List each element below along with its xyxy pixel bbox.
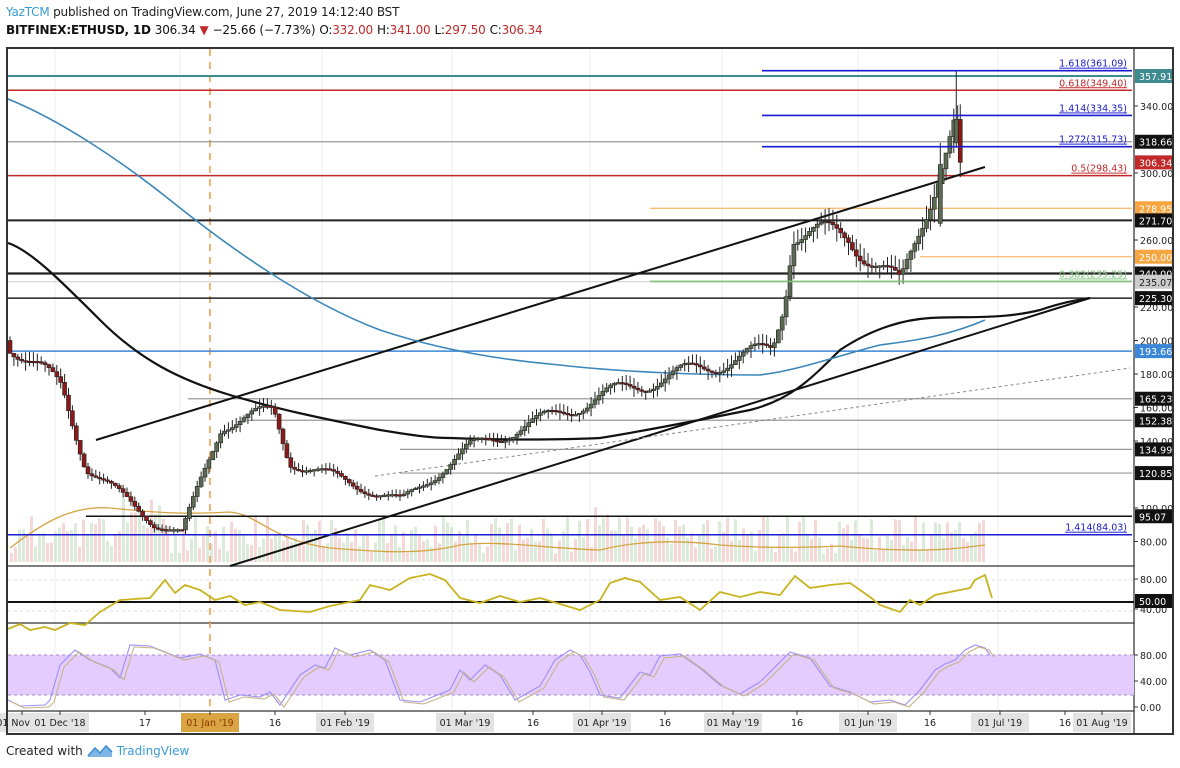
low-value: 297.50	[444, 23, 486, 37]
publish-info: YazTCM published on TradingView.com, Jun…	[6, 5, 399, 19]
svg-text:16: 16	[924, 718, 936, 729]
svg-text:50.00: 50.00	[1139, 597, 1166, 608]
svg-text:16: 16	[269, 718, 281, 729]
svg-text:01 May '19: 01 May '19	[707, 718, 759, 729]
svg-text:01 Aug '19: 01 Aug '19	[1076, 718, 1127, 729]
fib-levels: 1.618(361.09) 0.618(349.40) 1.414(334.35) 1…	[8, 59, 1132, 536]
horizontal-levels	[8, 49, 1172, 733]
rsi-pane	[7, 573, 1134, 631]
svg-text:120.85: 120.85	[1139, 469, 1172, 480]
svg-text:80.00: 80.00	[1140, 538, 1167, 549]
svg-text:357.91: 357.91	[1139, 72, 1172, 83]
svg-text:95.07: 95.07	[1139, 512, 1166, 523]
svg-text:134.99: 134.99	[1139, 445, 1172, 456]
svg-text:271.70: 271.70	[1139, 216, 1172, 227]
close-label: C:	[489, 23, 502, 37]
fib-level-label: 0.618(349.40)	[1059, 78, 1127, 89]
svg-text:278.95: 278.95	[1139, 204, 1172, 215]
svg-text:16: 16	[791, 718, 803, 729]
fib-level-label: 1.414(84.03)	[1065, 523, 1127, 534]
svg-text:01 Apr '19: 01 Apr '19	[577, 718, 626, 729]
svg-text:250.00: 250.00	[1139, 253, 1172, 264]
footer: Created with TradingView	[6, 744, 189, 758]
svg-text:16: 16	[659, 718, 671, 729]
fib-level-label: 0.5(298.43)	[1071, 164, 1127, 175]
published-text: published on TradingView.com, June 27, 2…	[53, 5, 400, 19]
svg-text:40.00: 40.00	[1140, 677, 1167, 688]
svg-text:180.00: 180.00	[1140, 370, 1173, 381]
price-change: −25.66 (−7.73%)	[212, 23, 316, 37]
tradingview-logo-icon	[87, 744, 113, 757]
svg-text:220.00: 220.00	[1140, 303, 1173, 314]
svg-text:16: 16	[1059, 718, 1071, 729]
svg-text:17: 17	[139, 718, 151, 729]
svg-text:40.00: 40.00	[1140, 605, 1167, 616]
svg-text:01 Dec '18: 01 Dec '18	[34, 718, 85, 729]
svg-text:193.66: 193.66	[1139, 347, 1172, 358]
svg-text:80.00: 80.00	[1140, 575, 1167, 586]
grid-lines	[54, 49, 999, 710]
svg-text:160.00: 160.00	[1140, 404, 1173, 415]
svg-text:01 Nov '18: 01 Nov '18	[0, 718, 48, 729]
candlestick-series	[7, 70, 963, 535]
symbol-label: BITFINEX:ETHUSD, 1D	[6, 23, 151, 37]
high-label: H:	[376, 23, 390, 37]
svg-text:260.00: 260.00	[1140, 236, 1173, 247]
fib-level-label: 1.272(315.73)	[1059, 135, 1127, 146]
svg-text:16: 16	[527, 718, 539, 729]
close-value: 306.34	[501, 23, 543, 37]
svg-text:01 Mar '19: 01 Mar '19	[440, 718, 491, 729]
fib-level-label: 1.618(361.09)	[1059, 59, 1127, 70]
high-value: 341.00	[389, 23, 431, 37]
author-name[interactable]: YazTCM	[6, 5, 50, 19]
svg-text:225.30: 225.30	[1139, 294, 1172, 305]
low-label: L:	[434, 23, 445, 37]
tradingview-brand-link[interactable]: TradingView	[116, 744, 190, 758]
symbol-info-bar: BITFINEX:ETHUSD, 1D 306.34 ▼ −25.66 (−7.…	[6, 23, 543, 37]
svg-text:01 Jul '19: 01 Jul '19	[978, 718, 1022, 729]
volume-bars	[9, 496, 986, 562]
fib-level-label: 0.382(235.25)	[1059, 269, 1127, 280]
svg-text:318.66: 318.66	[1139, 138, 1172, 149]
stoch-rsi-pane	[7, 644, 1134, 709]
svg-text:340.00: 340.00	[1140, 102, 1173, 113]
svg-text:235.07: 235.07	[1139, 278, 1172, 289]
chart-frame	[6, 47, 1174, 735]
svg-text:300.00: 300.00	[1140, 169, 1173, 180]
open-value: 332.00	[332, 23, 373, 37]
svg-text:200.00: 200.00	[1140, 337, 1173, 348]
last-price: 306.34	[154, 23, 196, 37]
price-axis[interactable]: 340.00 300.00 260.00 220.00 200.00 180.00 160.…	[1134, 49, 1173, 733]
fib-level-label: 1.414(334.35)	[1059, 103, 1127, 114]
svg-text:80.00: 80.00	[1140, 651, 1167, 662]
down-triangle-icon: ▼	[199, 23, 209, 37]
created-with-label: Created with	[6, 744, 83, 758]
svg-text:0.00: 0.00	[1140, 703, 1161, 714]
svg-text:01 Jun '19: 01 Jun '19	[844, 718, 892, 729]
svg-text:165.23: 165.23	[1139, 395, 1172, 406]
svg-text:152.38: 152.38	[1139, 416, 1172, 427]
svg-text:01 Feb '19: 01 Feb '19	[320, 718, 370, 729]
open-label: O:	[319, 23, 333, 37]
svg-text:01 Jan '19: 01 Jan '19	[186, 718, 233, 729]
trend-lines	[7, 98, 1131, 567]
svg-text:306.34: 306.34	[1139, 158, 1172, 169]
